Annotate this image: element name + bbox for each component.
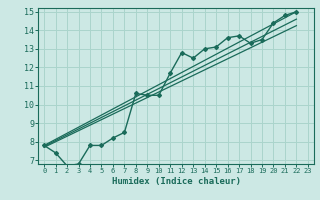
X-axis label: Humidex (Indice chaleur): Humidex (Indice chaleur) (111, 177, 241, 186)
